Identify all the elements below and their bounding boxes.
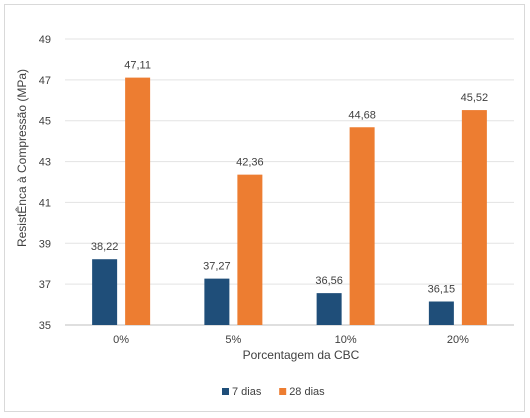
bar-28-dias-20pct bbox=[461, 110, 487, 325]
y-tick-label: 43 bbox=[39, 157, 51, 169]
bar-28-dias-10pct bbox=[349, 127, 375, 325]
chart-area: 35 37 39 41 43 45 47 49 38,22 47,11 37,27 42,36 36,… bbox=[4, 4, 525, 412]
y-tick-label: 35 bbox=[39, 320, 51, 332]
legend: 7 dias 28 dias bbox=[222, 386, 325, 398]
y-tick-label: 45 bbox=[39, 116, 51, 128]
bar-7-dias-10pct bbox=[316, 293, 342, 325]
bar-7-dias-20pct bbox=[428, 301, 454, 325]
bar-28-dias-5pct bbox=[237, 174, 263, 325]
y-tick-label: 39 bbox=[39, 238, 51, 250]
data-label: 37,27 bbox=[203, 261, 231, 273]
x-tick-label: 0% bbox=[113, 334, 129, 346]
x-axis-label: Porcentagem da CBC bbox=[243, 348, 360, 362]
x-axis-ticks: 0% 5% 10% 20% bbox=[113, 334, 469, 346]
bars: 38,22 47,11 37,27 42,36 36,56 44,68 36,15 45,52 bbox=[91, 60, 488, 325]
bar-7-dias-5pct bbox=[204, 278, 230, 325]
x-tick-label: 5% bbox=[225, 334, 241, 346]
y-tick-label: 37 bbox=[39, 279, 51, 291]
bar-28-dias-0pct bbox=[125, 77, 151, 325]
data-label: 47,11 bbox=[124, 60, 151, 72]
y-tick-label: 49 bbox=[39, 34, 51, 46]
x-tick-label: 10% bbox=[335, 334, 357, 346]
bar-chart: 35 37 39 41 43 45 47 49 38,22 47,11 37,27 42,36 36,… bbox=[14, 34, 514, 398]
bar-7-dias-0pct bbox=[92, 259, 118, 325]
data-label: 38,22 bbox=[91, 241, 119, 253]
x-tick-label: 20% bbox=[447, 334, 469, 346]
legend-label: 28 dias bbox=[289, 386, 325, 398]
legend-swatch bbox=[279, 388, 287, 395]
data-label: 45,52 bbox=[461, 92, 489, 104]
data-label: 36,15 bbox=[428, 284, 456, 296]
y-tick-label: 47 bbox=[39, 75, 51, 87]
y-axis-label: ResistÊnca à Compressão (MPa) bbox=[14, 69, 29, 247]
data-label: 44,68 bbox=[348, 109, 376, 121]
data-label: 42,36 bbox=[236, 157, 264, 169]
legend-swatch bbox=[222, 388, 229, 395]
y-tick-label: 41 bbox=[39, 197, 51, 209]
legend-label: 7 dias bbox=[232, 386, 262, 398]
data-label: 36,56 bbox=[315, 275, 343, 287]
y-axis-ticks: 35 37 39 41 43 45 47 49 bbox=[39, 34, 51, 332]
